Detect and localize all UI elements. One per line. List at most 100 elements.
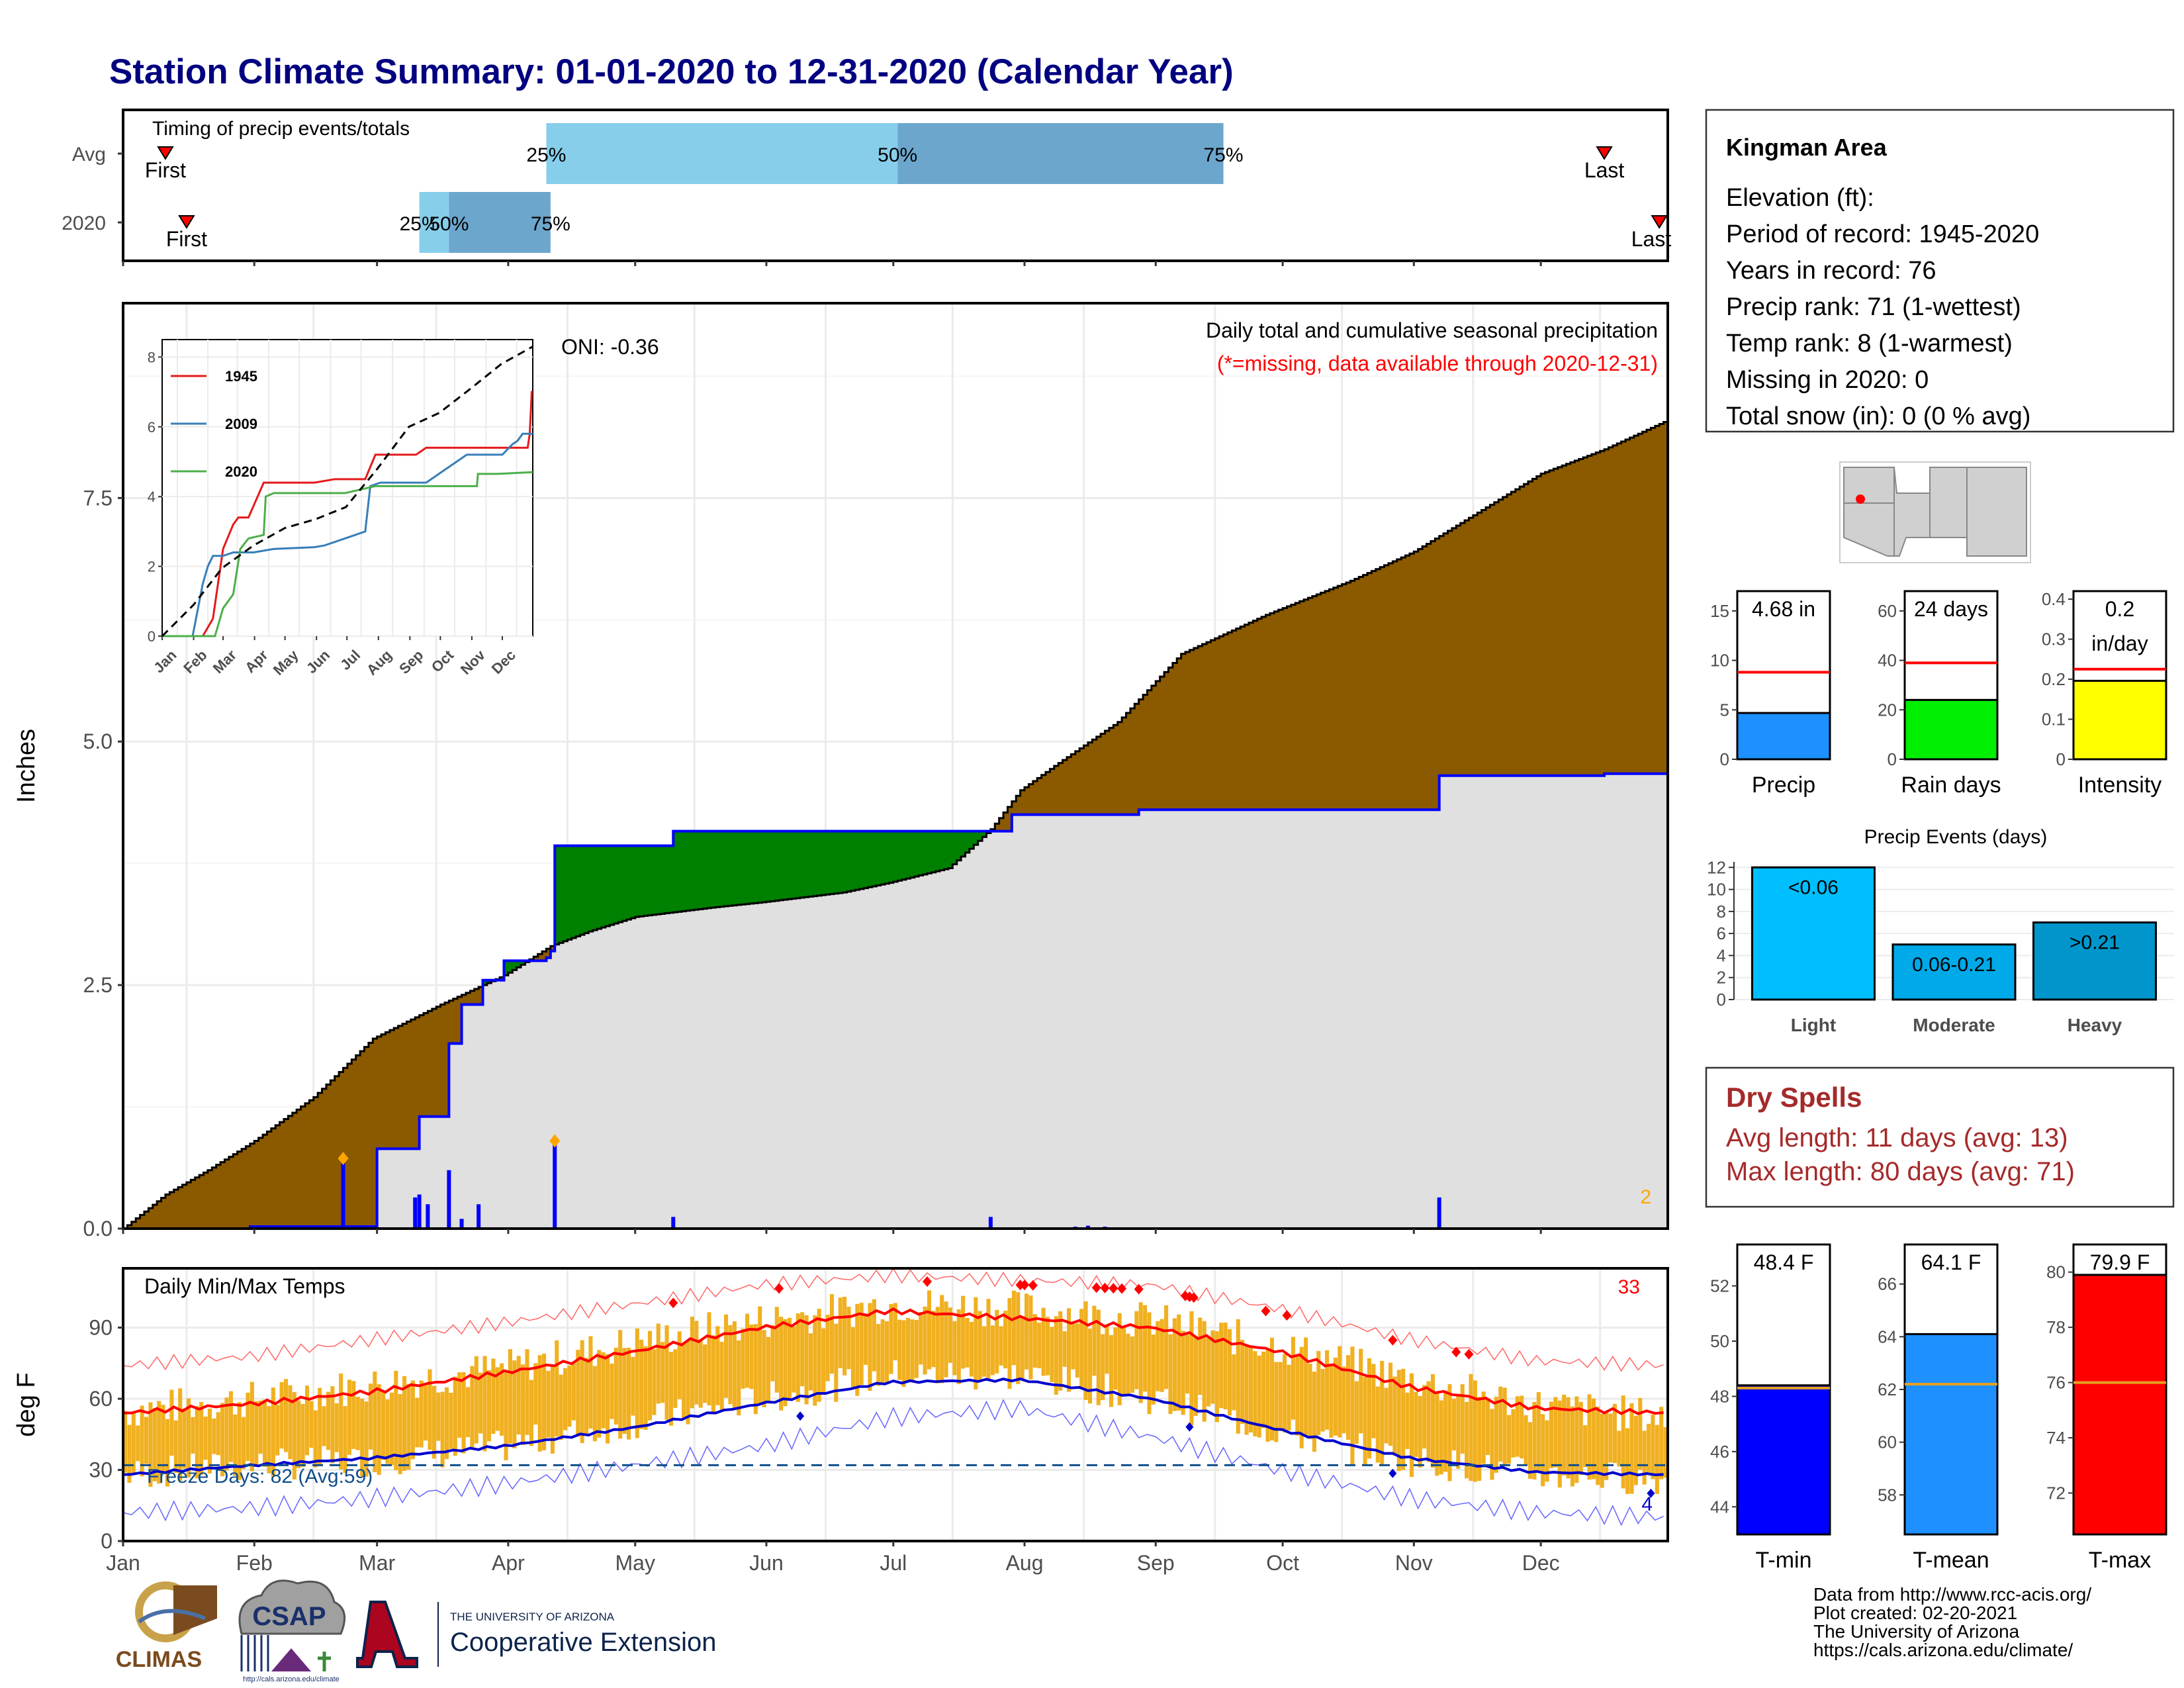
cum-deficit-strip [127,1225,132,1229]
daily-temp-bar [1109,1335,1113,1407]
daily-temp-bar [1647,1423,1651,1475]
cum-surplus-strip [813,831,818,896]
cum-deficit-strip [131,1221,136,1229]
daily-temp-bar [212,1418,216,1454]
footer-line-4: https://cals.arizona.edu/climate/ [1813,1640,2073,1660]
daily-temp-bar [1054,1316,1058,1395]
daily-temp-bar [1126,1333,1130,1395]
cum-deficit-strip [1193,647,1199,810]
daily-temp-bar [436,1392,441,1441]
daily-temp-bar [990,1325,995,1376]
cum-deficit-strip [1532,479,1537,776]
cum-surplus-strip [737,831,742,906]
daily-temp-bar [762,1330,766,1407]
daily-temp-bar [1507,1415,1512,1464]
cum-deficit-strip [330,1080,336,1227]
daily-temp-bar [1210,1330,1215,1404]
daily-temp-bar [639,1339,644,1429]
daily-temp-bar [944,1301,948,1378]
dry-box-frame [1705,1066,2175,1208]
cum-deficit-strip [1126,713,1131,815]
record-high-marker [668,1297,678,1309]
panel-name-p0: Precip [1752,773,1815,798]
cum-deficit-strip [246,1146,251,1229]
events-ytick-label-0: 0 [1717,990,1726,1009]
panel-name-t2: T-max [2089,1548,2151,1573]
cum-deficit-strip [1359,577,1364,810]
daily-temp-bar [1396,1370,1401,1472]
cum-surplus-strip [715,831,721,908]
cum-deficit-strip [1570,462,1575,776]
daily-temp-bar [1265,1350,1270,1442]
panel-value-label-p0: 4.68 in [1752,597,1815,621]
csap-logo: CSAP http://cals.arizona.edu/climate [238,1579,346,1683]
events-ytick-label-4: 8 [1717,902,1726,921]
cum-surplus-strip [682,831,687,912]
cum-deficit-strip [309,1100,314,1227]
cum-deficit-strip [228,1156,234,1229]
cum-deficit-strip [1549,470,1554,776]
daily-temp-bar [1570,1406,1575,1487]
cum-deficit-strip [1659,424,1664,774]
cum-deficit-strip [1490,504,1495,776]
cum-deficit-strip [474,988,479,1005]
daily-temp-bar [1248,1346,1253,1433]
daily-precip-bars [338,1134,1441,1229]
daily-temp-bar [381,1391,386,1460]
events-ytick-label-1: 2 [1717,968,1726,988]
daily-temp-bar [537,1355,542,1452]
cum-deficit-strip [1261,616,1267,810]
cum-deficit-strip [1498,499,1504,776]
daily-temp-bar [1486,1398,1490,1455]
daily-temp-bar [1193,1336,1198,1417]
daily-precip-bar [1085,1225,1090,1229]
cum-surplus-strip [504,961,509,976]
events-title: Precip Events (days) [1864,826,2048,848]
daily-temp-bar [737,1340,741,1416]
daily-temp-bar [1342,1366,1346,1434]
record-low-marker [796,1411,805,1421]
cum-deficit-strip [1134,704,1140,815]
daily-temp-bar [1253,1351,1257,1436]
cum-surplus-strip [948,831,953,868]
cum-deficit-strip [1075,751,1080,815]
daily-temp-bar [550,1366,555,1454]
daily-temp-bar [123,1411,128,1473]
daily-temp-bar [999,1326,1003,1366]
daily-temp-bar [1295,1354,1300,1436]
cum-deficit-strip [1210,640,1216,810]
daily-temp-bar [377,1384,381,1475]
cum-deficit-strip [334,1076,340,1227]
cum-surplus-strip [940,831,945,870]
station-line-2: Years in record: 76 [1726,257,1936,285]
record-low-marker [1647,1488,1655,1498]
month-label-4: May [615,1551,655,1575]
cum-deficit-strip [1617,443,1622,774]
daily-temp-bar [385,1399,390,1464]
daily-temp-bar [567,1365,572,1427]
cum-surplus-strip [597,845,602,929]
daily-temp-bar [1325,1350,1330,1430]
daily-temp-bar [1545,1420,1549,1482]
daily-temp-bar [1071,1323,1075,1370]
daily-temp-bar [804,1315,809,1405]
cum-deficit-strip [1642,432,1647,774]
cum-deficit-strip [500,977,505,980]
cum-surplus-strip [965,831,970,853]
cum-deficit-strip [250,1143,255,1227]
daily-temp-bar [1202,1321,1206,1422]
cum-surplus-strip [923,831,928,874]
cum-deficit-strip [364,1047,369,1227]
daily-temp-bar [296,1400,301,1468]
footer-credits: Data from http://www.rcc-acis.org/ Plot … [1813,1584,2091,1660]
footer-line-3: The University of Arizona [1813,1621,2020,1642]
temp-frame [122,1267,1669,1542]
daily-temp-bar [1502,1387,1507,1465]
station-name: Kingman Area [1726,134,1888,161]
cum-deficit-strip [1380,567,1385,810]
daily-temp-bar [1511,1409,1516,1458]
cum-deficit-strip [136,1218,141,1229]
daily-temp-bar [1151,1335,1156,1405]
daily-temp-bar [1075,1323,1079,1378]
cum-surplus-strip [639,845,645,917]
